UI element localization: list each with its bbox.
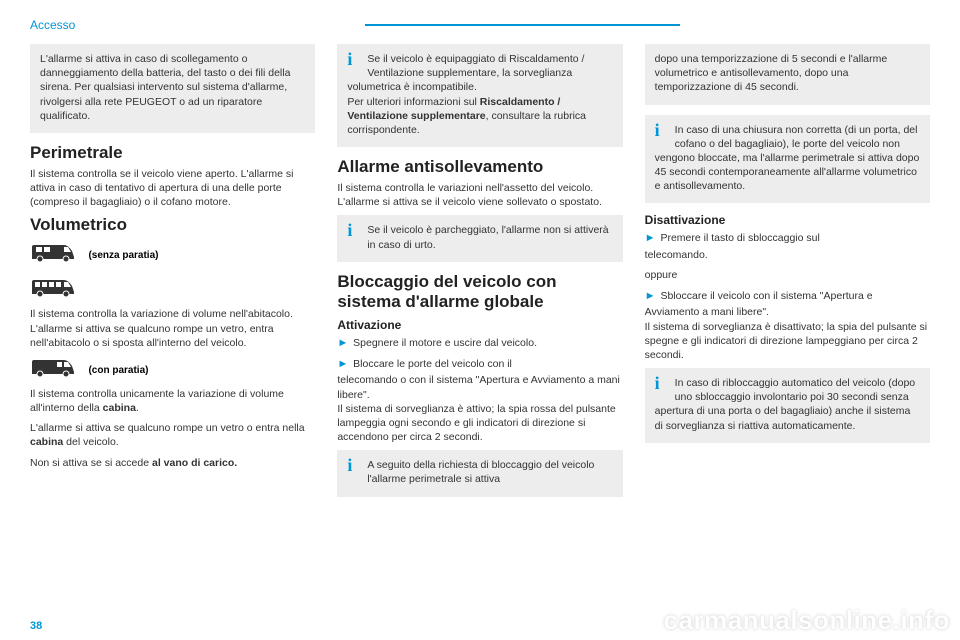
- paragraph: telecomando o con il sistema "Apertura e…: [337, 373, 622, 444]
- van-row-extra: [30, 276, 315, 305]
- info-box-parcheggiato: i Se il veicolo è parcheggiato, l'allarm…: [337, 215, 622, 261]
- info-box-bloccaggio: i A seguito della richiesta di bloccaggi…: [337, 450, 622, 496]
- page-header: Accesso: [30, 18, 930, 32]
- van-icon: [30, 356, 76, 385]
- info-icon: i: [655, 121, 675, 139]
- info-text: L'allarme si attiva in caso di scollegam…: [40, 52, 305, 123]
- info-text: A seguito della richiesta di bloccaggio …: [347, 458, 612, 486]
- paragraph: Il sistema controlla unicamente la varia…: [30, 387, 315, 415]
- paragraph: Il sistema controlla se il veicolo viene…: [30, 167, 315, 210]
- info-box-riscaldamento: i Se il veicolo è equipaggiato di Riscal…: [337, 44, 622, 147]
- info-icon: i: [347, 221, 367, 239]
- heading-bloccaggio: Bloccaggio del veicolo con sistema d'all…: [337, 272, 622, 312]
- van-row-senza: (senza paratia): [30, 241, 315, 270]
- text: Premere il tasto di sbloccaggio sul: [660, 232, 819, 244]
- list-item: ► Bloccare le porte del veicolo con il: [337, 357, 622, 372]
- van-row-con: (con paratia): [30, 356, 315, 385]
- bullet-icon: ►: [337, 337, 348, 349]
- list-item: ► Spegnere il motore e uscire dal veicol…: [337, 336, 622, 351]
- info-box-ribloccaggio: i In caso di ribloccaggio automatico del…: [645, 368, 930, 443]
- bullet-icon: ►: [645, 290, 656, 302]
- heading-antisollevamento: Allarme antisollevamento: [337, 157, 622, 177]
- heading-disattivazione: Disattivazione: [645, 213, 930, 227]
- paragraph: oppure: [645, 268, 930, 282]
- watermark: carmanualsonline.info: [664, 605, 950, 636]
- text: Sbloccare il veicolo con il sistema "Ape…: [660, 290, 872, 302]
- info-box-temporizzazione: dopo una temporizzazione di 5 secondi e …: [645, 44, 930, 105]
- paragraph: Il sistema controlla la variazione di vo…: [30, 307, 315, 350]
- info-text: Se il veicolo è parcheggiato, l'allarme …: [347, 223, 612, 251]
- van-icon: [30, 276, 76, 305]
- info-icon: i: [347, 456, 367, 474]
- van-icon: [30, 241, 76, 270]
- info-box-chiusura: i In caso di una chiusura non corretta (…: [645, 115, 930, 204]
- column-3: dopo una temporizzazione di 5 secondi e …: [645, 44, 930, 507]
- header-title: Accesso: [30, 18, 75, 32]
- heading-volumetrico: Volumetrico: [30, 215, 315, 235]
- text-bold: cabina: [103, 402, 136, 414]
- info-text: In caso di ribloccaggio automatico del v…: [655, 376, 920, 433]
- paragraph: telecomando.: [645, 248, 930, 262]
- bullet-icon: ►: [645, 232, 656, 244]
- van-label: (senza paratia): [88, 250, 158, 261]
- van-label: (con paratia): [88, 365, 148, 376]
- info-text: dopo una temporizzazione di 5 secondi e …: [655, 52, 920, 95]
- info-box-allarme: L'allarme si attiva in caso di scollegam…: [30, 44, 315, 133]
- info-text: In caso di una chiusura non corretta (di…: [655, 123, 920, 194]
- column-2: i Se il veicolo è equipaggiato di Riscal…: [337, 44, 622, 507]
- header-rule: [365, 24, 680, 26]
- text: Non si attiva se si accede: [30, 457, 152, 469]
- info-text: Se il veicolo è equipaggiato di Riscalda…: [347, 52, 612, 137]
- list-item: ► Premere il tasto di sbloccaggio sul: [645, 231, 930, 246]
- info-icon: i: [347, 50, 367, 68]
- paragraph: Avviamento a mani libere". Il sistema di…: [645, 305, 930, 362]
- text: L'allarme si attiva se qualcuno rompe un…: [30, 422, 305, 434]
- text-bold: al vano di carico.: [152, 457, 237, 469]
- paragraph: L'allarme si attiva se qualcuno rompe un…: [30, 421, 315, 449]
- column-1: L'allarme si attiva in caso di scollegam…: [30, 44, 315, 507]
- text: Bloccare le porte del veicolo con il: [353, 358, 512, 370]
- info-icon: i: [655, 374, 675, 392]
- paragraph: Non si attiva se si accede al vano di ca…: [30, 456, 315, 470]
- page-number: 38: [30, 620, 42, 632]
- text: del veicolo.: [63, 436, 118, 448]
- list-item: ► Sbloccare il veicolo con il sistema "A…: [645, 289, 930, 304]
- heading-attivazione: Attivazione: [337, 318, 622, 332]
- text: Spegnere il motore e uscire dal veicolo.: [353, 337, 537, 349]
- text-bold: cabina: [30, 436, 63, 448]
- bullet-icon: ►: [337, 358, 348, 370]
- text: Il sistema controlla unicamente la varia…: [30, 388, 284, 414]
- paragraph: Il sistema controlla le variazioni nell'…: [337, 181, 622, 209]
- heading-perimetrale: Perimetrale: [30, 143, 315, 163]
